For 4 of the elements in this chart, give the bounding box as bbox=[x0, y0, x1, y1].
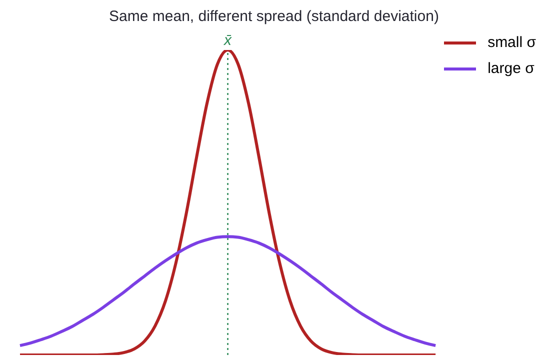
legend-label: large σ bbox=[488, 59, 534, 79]
text: x̄ bbox=[223, 32, 232, 49]
legend-label: small σ bbox=[488, 33, 536, 53]
chart-title: Same mean, different spread (standard deviation) bbox=[108, 8, 440, 27]
